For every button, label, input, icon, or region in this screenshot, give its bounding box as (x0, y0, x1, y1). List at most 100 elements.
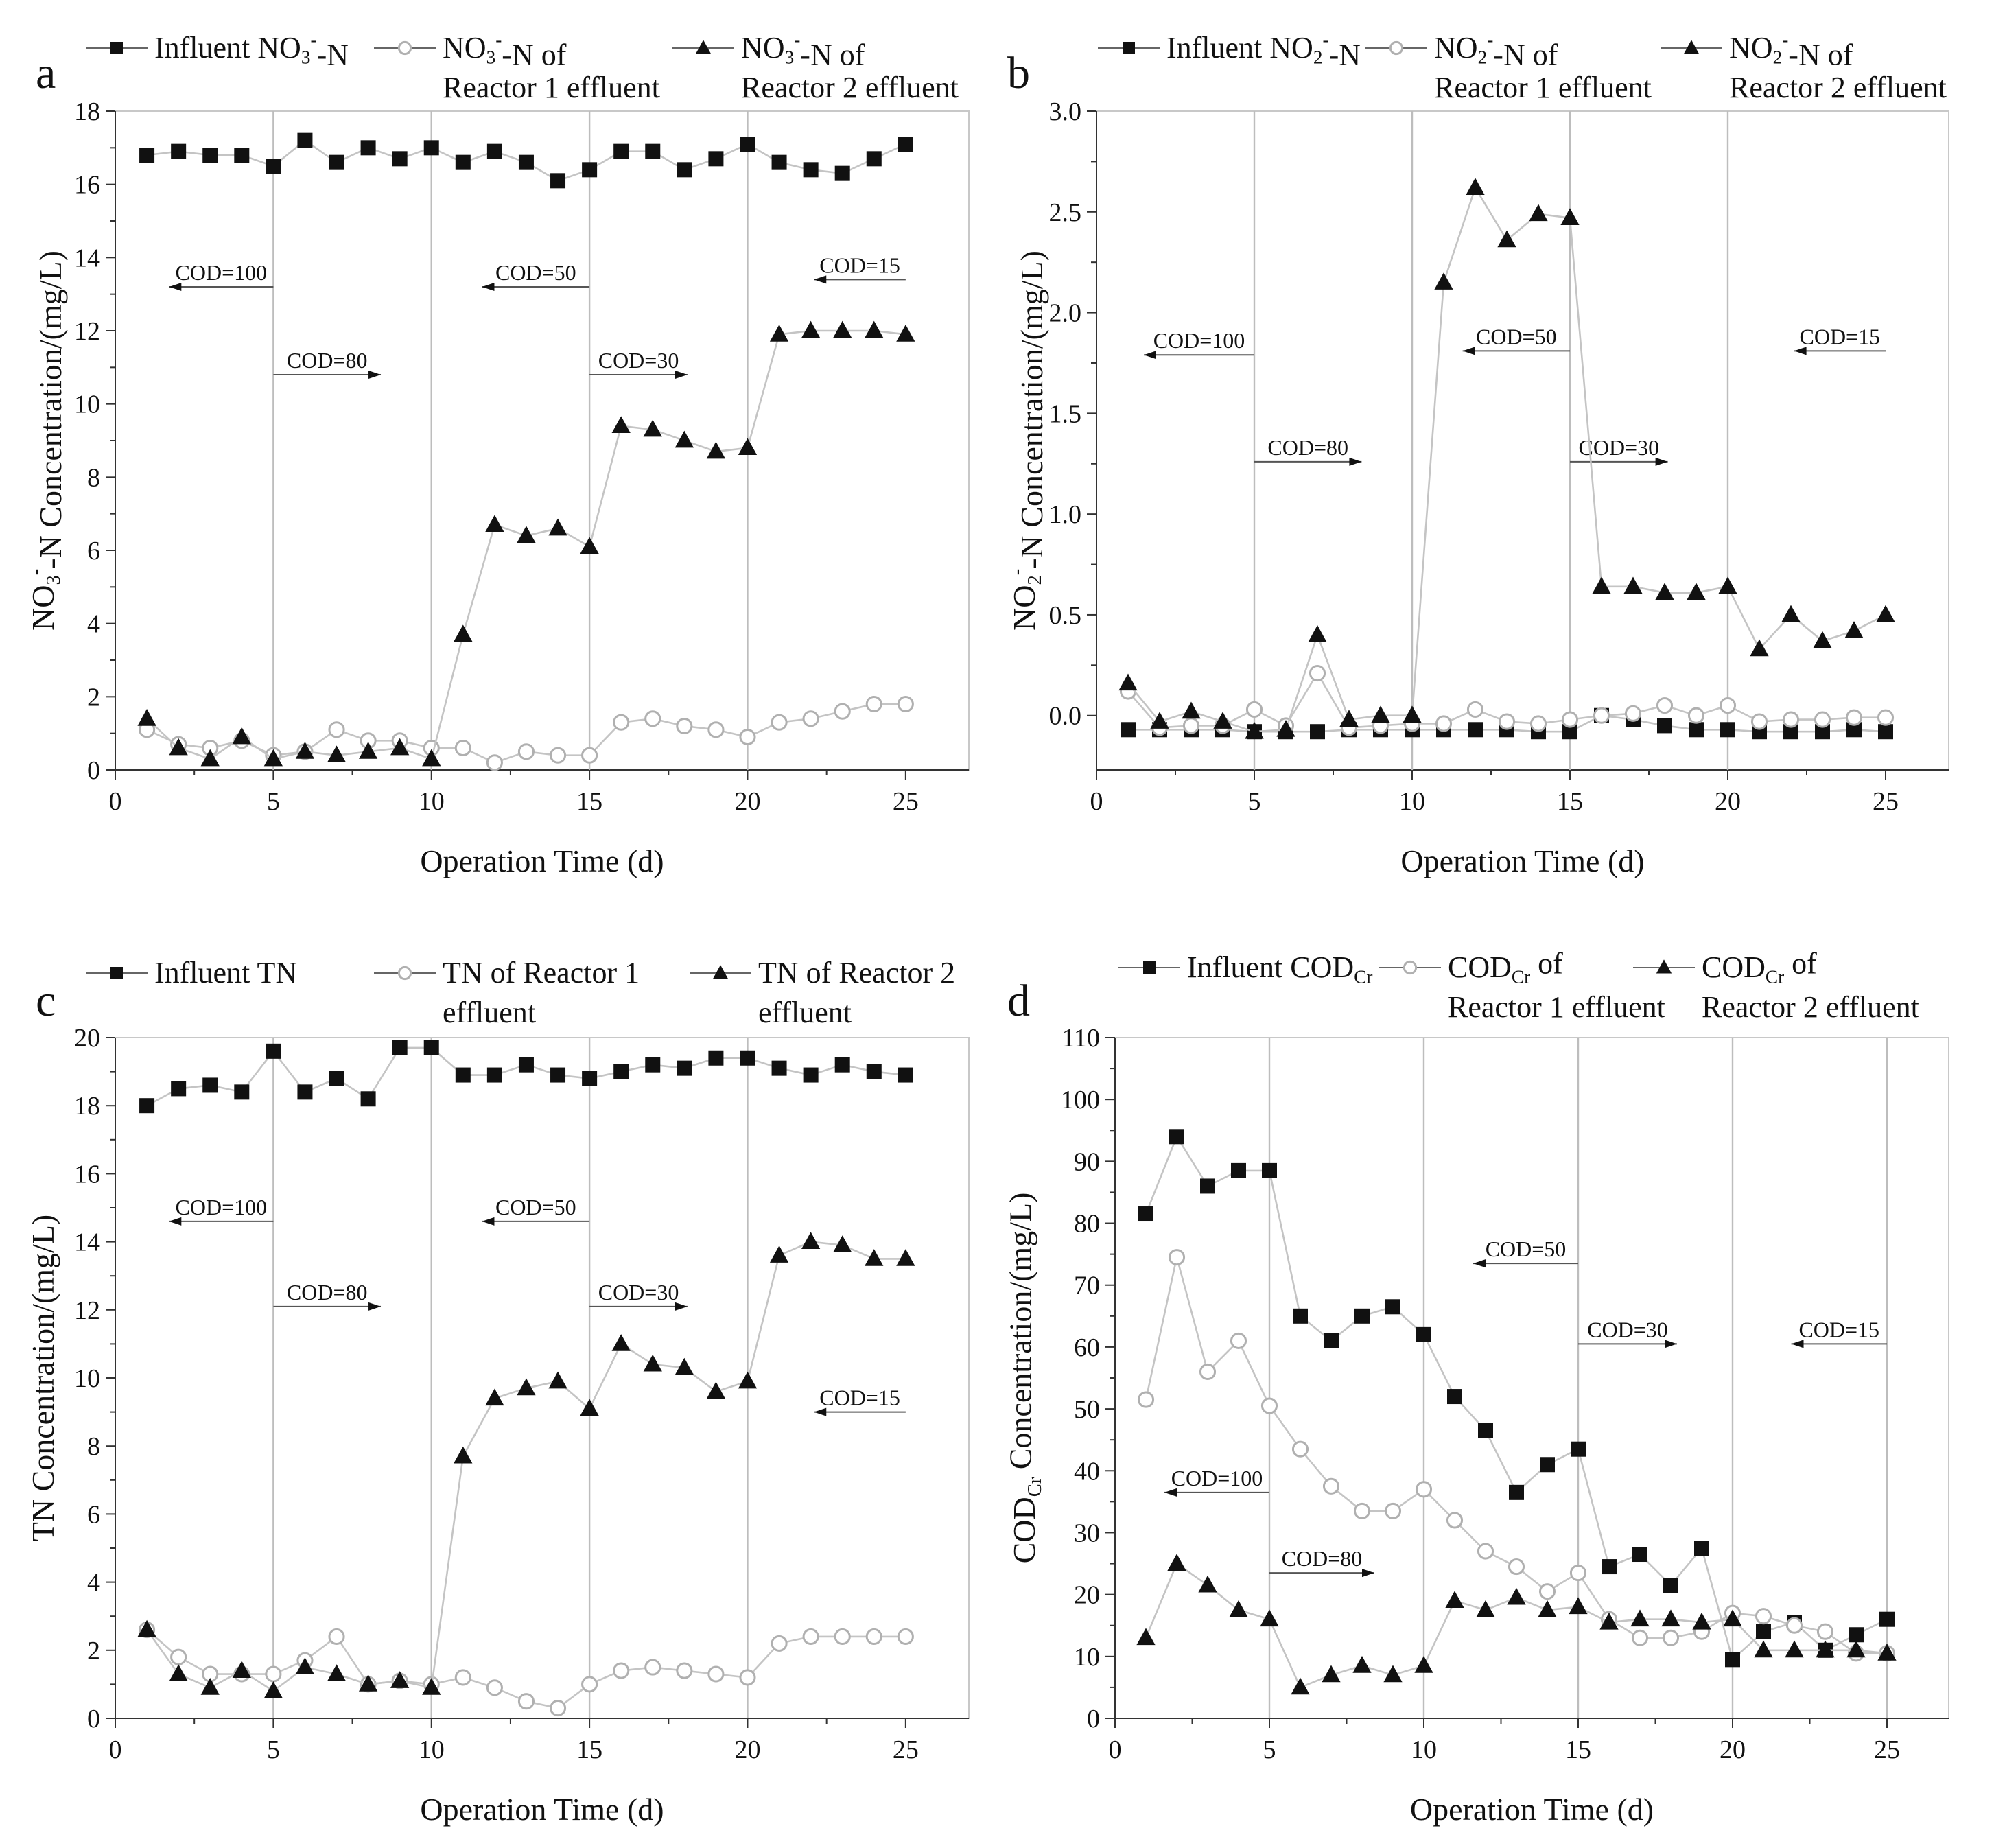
annotation-label: COD=30 (1578, 435, 1659, 460)
data-point (1371, 705, 1390, 723)
legend-label-part: -N (317, 38, 349, 71)
data-point (485, 515, 504, 533)
data-point (169, 738, 188, 756)
legend-label-part: 3 (301, 47, 311, 68)
series-line (1145, 1562, 1888, 1689)
data-point (1291, 1677, 1310, 1695)
data-point (202, 148, 218, 163)
legend-label-part: Cr (1766, 967, 1784, 987)
series-line (1127, 185, 1886, 733)
data-point (139, 1098, 155, 1114)
data-point (1718, 576, 1737, 594)
cod-annotation: COD=50 (482, 260, 590, 291)
data-point (200, 1678, 220, 1695)
data-point (1844, 621, 1864, 638)
data-point (360, 1091, 376, 1107)
data-point (295, 742, 315, 759)
legend-label-part: 2 (1478, 47, 1488, 68)
annotation-label: COD=30 (598, 1280, 679, 1305)
data-point (613, 1064, 629, 1079)
data-point (802, 710, 819, 727)
y-tick-label: 10 (74, 1364, 100, 1393)
data-point (1661, 1609, 1680, 1627)
y-axis-title-part: COD (1007, 1497, 1042, 1563)
data-point (137, 1619, 156, 1637)
data-point (1339, 710, 1359, 727)
data-point (865, 320, 884, 338)
annotation-label: COD=100 (1153, 328, 1245, 353)
data-point (643, 1354, 662, 1372)
data-point (1630, 1609, 1650, 1627)
y-tick-label: 6 (87, 1500, 100, 1529)
data-point (644, 710, 661, 727)
data-point (392, 151, 408, 167)
annotation-label: COD=50 (1476, 324, 1557, 349)
data-point (171, 143, 187, 159)
data-point (1383, 1665, 1403, 1683)
data-point (645, 143, 661, 159)
y-tick-label: 60 (1074, 1333, 1100, 1362)
data-point (1213, 712, 1232, 729)
data-point (1750, 713, 1768, 730)
data-point (1385, 1299, 1400, 1315)
legend-label-part: -N of (1493, 38, 1558, 71)
data-point (834, 1057, 850, 1073)
data-point (297, 1084, 313, 1100)
data-point (1814, 711, 1831, 728)
annotation-arrow-head (1349, 457, 1362, 466)
cod-annotation: COD=100 (1144, 328, 1254, 360)
y-tick-label: 10 (1074, 1643, 1100, 1672)
y-tick-label: 2 (87, 683, 100, 712)
y-tick-label: 1.0 (1049, 500, 1082, 529)
data-point (643, 419, 662, 437)
series-circle (139, 1621, 914, 1717)
data-point (1497, 230, 1516, 248)
x-tick-label: 5 (267, 787, 280, 816)
series-circle (139, 695, 914, 771)
data-point (423, 140, 439, 156)
series-circle (1119, 665, 1895, 736)
data-point (582, 1071, 598, 1086)
annotation-label: COD=80 (287, 1280, 368, 1305)
data-point (1200, 1178, 1215, 1194)
x-tick-label: 20 (1720, 1735, 1746, 1764)
y-tick-label: 50 (1074, 1395, 1100, 1424)
data-point (234, 1084, 250, 1100)
legend-label-part: TN of Reactor 1 (443, 956, 640, 990)
data-point (1262, 1162, 1277, 1178)
legend-label-line2: Reactor 2 effluent (1729, 71, 1947, 104)
legend-label: TN of Reactor 1 (443, 956, 640, 990)
x-tick-label: 15 (1557, 787, 1583, 816)
data-point (1781, 605, 1801, 622)
data-point (1663, 1578, 1678, 1593)
y-tick-label: 40 (1074, 1457, 1100, 1486)
y-tick-label: 20 (1074, 1581, 1100, 1610)
data-point (1138, 1206, 1153, 1222)
x-tick-label: 5 (1263, 1735, 1276, 1764)
annotation-arrow-head (482, 1217, 495, 1226)
data-point (1816, 1623, 1834, 1640)
y-tick-label: 0 (87, 756, 100, 785)
data-point (1260, 1609, 1279, 1627)
series-square (1138, 1129, 1895, 1668)
data-point (1245, 701, 1263, 718)
data-point (1468, 722, 1483, 738)
y-tick-label: 90 (1074, 1147, 1100, 1176)
data-point (1813, 631, 1832, 648)
y-tick-label: 8 (87, 463, 100, 492)
data-point (358, 1674, 378, 1692)
data-point (896, 1249, 915, 1266)
data-point (580, 1399, 599, 1416)
y-tick-label: 12 (74, 317, 100, 346)
y-tick-label: 80 (1074, 1210, 1100, 1239)
data-point (422, 749, 441, 767)
data-point (1322, 1665, 1341, 1683)
y-tick-label: 4 (87, 1569, 100, 1598)
legend-label-line2: Reactor 1 effluent (1448, 990, 1665, 1024)
data-point (865, 1249, 884, 1266)
